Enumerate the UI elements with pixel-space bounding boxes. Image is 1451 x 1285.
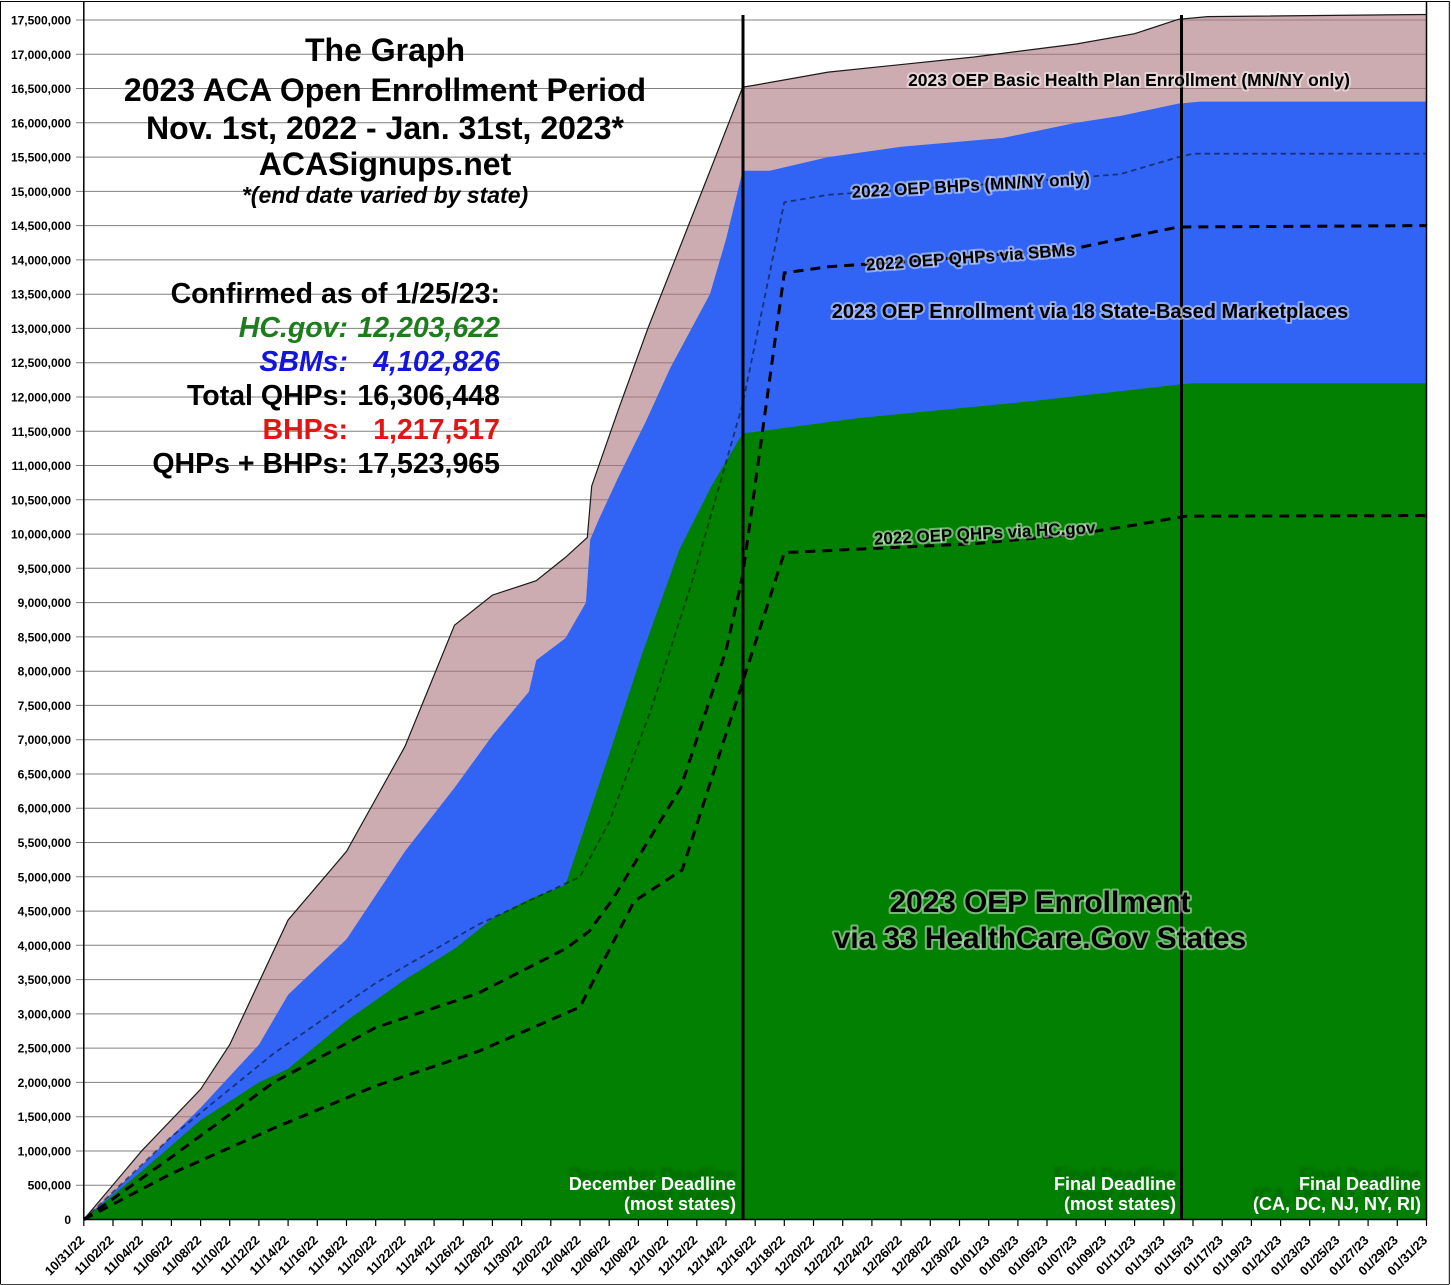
svg-text:2023 OEP Enrollment: 2023 OEP Enrollment xyxy=(890,886,1191,919)
svg-text:17,523,965: 17,523,965 xyxy=(357,448,500,480)
svg-text:The Graph: The Graph xyxy=(305,32,465,68)
svg-text:2,000,000: 2,000,000 xyxy=(18,1076,72,1090)
svg-text:500,000: 500,000 xyxy=(28,1179,72,1193)
svg-text:SBMs:: SBMs: xyxy=(259,346,348,378)
svg-text:16,000,000: 16,000,000 xyxy=(11,116,71,130)
svg-text:(most states): (most states) xyxy=(624,1185,736,1205)
svg-text:4,102,826: 4,102,826 xyxy=(372,346,500,378)
svg-text:8,000,000: 8,000,000 xyxy=(18,665,72,679)
svg-text:1,217,517: 1,217,517 xyxy=(373,414,500,446)
svg-text:Nov. 1st, 2022 - Jan. 31st, 20: Nov. 1st, 2022 - Jan. 31st, 2023* xyxy=(146,110,624,146)
svg-text:December Deadline: December Deadline xyxy=(569,1165,736,1185)
svg-text:5,500,000: 5,500,000 xyxy=(18,836,72,850)
svg-text:14,000,000: 14,000,000 xyxy=(11,253,71,267)
svg-text:1,000,000: 1,000,000 xyxy=(18,1145,72,1159)
svg-text:Final Deadline: Final Deadline xyxy=(1054,1165,1176,1185)
svg-text:2023 ACA Open Enrollment Perio: 2023 ACA Open Enrollment Period xyxy=(124,72,646,108)
svg-text:11,000,000: 11,000,000 xyxy=(12,459,72,473)
svg-text:(CA, DC, NJ, NY, RI): (CA, DC, NJ, NY, RI) xyxy=(1253,1194,1421,1214)
svg-text:3,500,000: 3,500,000 xyxy=(18,973,72,987)
svg-text:0: 0 xyxy=(64,1213,71,1227)
svg-text:10,000,000: 10,000,000 xyxy=(11,528,71,542)
svg-text:HC.gov:: HC.gov: xyxy=(239,312,348,344)
svg-text:9,500,000: 9,500,000 xyxy=(18,562,72,576)
svg-text:15,500,000: 15,500,000 xyxy=(11,151,71,165)
svg-text:6,000,000: 6,000,000 xyxy=(18,802,72,816)
svg-text:13,500,000: 13,500,000 xyxy=(11,288,71,302)
svg-text:11,500,000: 11,500,000 xyxy=(12,425,72,439)
svg-text:4,000,000: 4,000,000 xyxy=(18,939,72,953)
svg-text:13,000,000: 13,000,000 xyxy=(11,322,71,336)
svg-text:1,500,000: 1,500,000 xyxy=(18,1110,72,1124)
svg-text:Confirmed as of 1/25/23:: Confirmed as of 1/25/23: xyxy=(171,278,500,310)
svg-text:12,000,000: 12,000,000 xyxy=(11,391,71,405)
svg-text:8,500,000: 8,500,000 xyxy=(18,630,72,644)
svg-text:2023 OEP Basic Health Plan Enr: 2023 OEP Basic Health Plan Enrollment (M… xyxy=(908,70,1350,90)
svg-text:4,500,000: 4,500,000 xyxy=(18,905,72,919)
svg-text:(most states): (most states) xyxy=(1064,1194,1176,1214)
svg-text:6,500,000: 6,500,000 xyxy=(18,768,72,782)
svg-text:2,500,000: 2,500,000 xyxy=(18,1042,72,1056)
svg-text:Final Deadline: Final Deadline xyxy=(1054,1174,1176,1194)
svg-text:3,000,000: 3,000,000 xyxy=(18,1007,72,1021)
svg-text:Final Deadline: Final Deadline xyxy=(1299,1165,1421,1185)
svg-text:December Deadline: December Deadline xyxy=(569,1174,736,1194)
svg-text:BHPs:: BHPs: xyxy=(262,414,348,446)
svg-text:2023 OEP Enrollment via 18 Sta: 2023 OEP Enrollment via 18 State-Based M… xyxy=(832,301,1349,323)
svg-text:Final Deadline: Final Deadline xyxy=(1299,1174,1421,1194)
svg-text:10,500,000: 10,500,000 xyxy=(11,493,71,507)
svg-text:(most states): (most states) xyxy=(1064,1185,1176,1205)
svg-text:12,500,000: 12,500,000 xyxy=(11,356,71,370)
svg-text:ACASignups.net: ACASignups.net xyxy=(259,146,512,182)
svg-text:16,500,000: 16,500,000 xyxy=(11,82,71,96)
svg-text:(most states): (most states) xyxy=(624,1194,736,1214)
svg-text:12,203,622: 12,203,622 xyxy=(357,312,500,344)
svg-text:via 33 HealthCare.Gov States: via 33 HealthCare.Gov States xyxy=(834,922,1246,955)
svg-text:7,000,000: 7,000,000 xyxy=(18,733,72,747)
svg-text:5,000,000: 5,000,000 xyxy=(18,870,72,884)
svg-text:Total QHPs:: Total QHPs: xyxy=(187,380,348,412)
svg-text:7,500,000: 7,500,000 xyxy=(18,699,72,713)
svg-text:*(end date varied by state): *(end date varied by state) xyxy=(242,182,528,208)
svg-text:15,000,000: 15,000,000 xyxy=(11,185,71,199)
svg-text:QHPs + BHPs:: QHPs + BHPs: xyxy=(152,448,348,480)
svg-text:17,000,000: 17,000,000 xyxy=(11,48,71,62)
svg-text:17,500,000: 17,500,000 xyxy=(11,14,71,28)
svg-text:14,500,000: 14,500,000 xyxy=(11,219,71,233)
svg-text:(CA, DC, NJ, NY, RI): (CA, DC, NJ, NY, RI) xyxy=(1253,1185,1421,1205)
svg-text:9,000,000: 9,000,000 xyxy=(18,596,72,610)
svg-text:16,306,448: 16,306,448 xyxy=(357,380,500,412)
